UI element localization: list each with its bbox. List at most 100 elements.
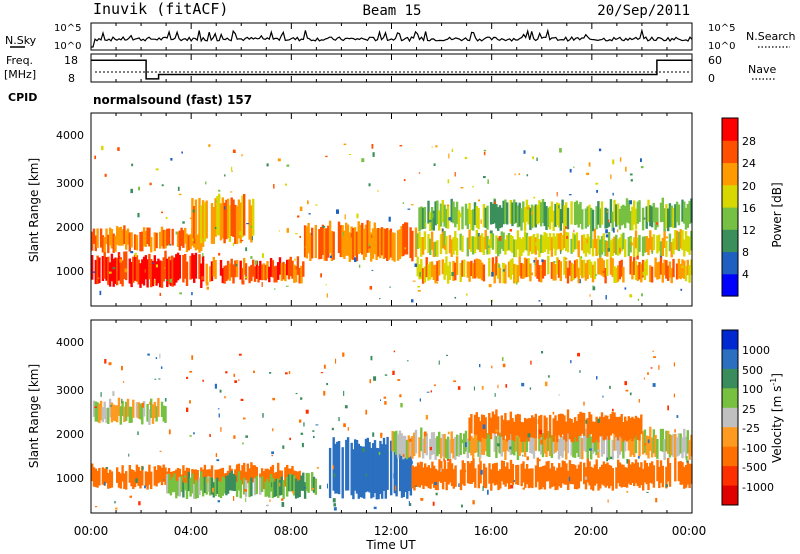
- vel-cells-speckle: [243, 417, 246, 420]
- vel-cells-cell: [616, 420, 620, 441]
- vel-cells-cell: [300, 475, 303, 491]
- vel-cells-cell: [679, 461, 682, 485]
- vel-cells-cell: [445, 468, 448, 491]
- nave-label: Nave: [748, 63, 776, 76]
- power-cells-speckle: [189, 217, 193, 219]
- vel-cells-cell: [474, 468, 477, 488]
- vel-cells-cell: [527, 418, 530, 442]
- vel-cells-speckle: [269, 499, 271, 502]
- power-cells-cell: [101, 235, 105, 253]
- power-cells-cell: [520, 263, 523, 279]
- vel-cells-cell: [473, 428, 477, 453]
- power-cells-cell: [105, 228, 108, 245]
- power-cells-cell: [629, 211, 632, 231]
- power-cells-speckle: [181, 151, 183, 154]
- vel-cells-cell: [438, 459, 441, 482]
- power-cbar-tick-8: 8: [742, 246, 749, 259]
- power-cells-cell: [445, 256, 448, 276]
- power-cells-speckle: [246, 223, 249, 225]
- power-cells-cell: [448, 261, 452, 280]
- vel-cells-cell: [659, 428, 663, 451]
- vel-cells-speckle: [577, 352, 580, 357]
- power-cells-cell: [590, 261, 593, 278]
- vel-cells-cell: [482, 435, 486, 456]
- vel-cells-cell: [634, 431, 638, 454]
- power-cells-cell: [359, 224, 362, 253]
- vel-cells-speckle: [332, 498, 336, 503]
- vel-cells-cell: [590, 436, 593, 460]
- power-cells-speckle: [636, 255, 639, 260]
- power-cells-speckle: [651, 250, 653, 254]
- power-cells-cell: [498, 267, 502, 284]
- power-cbar-swatch: [722, 273, 738, 297]
- power-cells-speckle: [478, 232, 480, 237]
- xaxis-label: Time UT: [365, 538, 416, 552]
- vel-cbar-tick-1000: 1000: [742, 344, 770, 357]
- vel-cells-cell: [447, 461, 450, 485]
- vel-cells-speckle: [453, 380, 457, 382]
- vel-cells-cell: [350, 442, 353, 496]
- power-cells-cell: [248, 199, 251, 240]
- power-cells-cell: [362, 228, 366, 261]
- vel-cells-cell: [146, 403, 149, 422]
- vel-cells-cell: [398, 430, 402, 455]
- power-cells-cell: [661, 263, 664, 283]
- power-cells-cell: [652, 234, 655, 251]
- vel-cells-cell: [579, 461, 582, 482]
- vel-cells-cell: [191, 473, 194, 494]
- power-cells-cell: [573, 234, 577, 250]
- power-cells-speckle: [371, 269, 374, 271]
- power-cells-speckle: [159, 292, 162, 296]
- vel-cells-cell: [182, 465, 185, 483]
- power-cells-cell: [484, 229, 487, 250]
- power-cells-cell: [178, 230, 181, 251]
- power-cells-cell: [575, 232, 579, 250]
- power-cells-cell: [615, 234, 618, 255]
- vel-cells-cell: [480, 434, 484, 455]
- power-cells-cell: [633, 200, 636, 225]
- vel-cells-speckle: [482, 486, 484, 491]
- power-data: [91, 143, 693, 303]
- vel-cells-speckle: [465, 442, 467, 448]
- power-cells-cell: [117, 252, 121, 281]
- velocity-cbar-label: Velocity [m s-1]: [769, 373, 784, 463]
- power-cells-speckle: [232, 149, 236, 153]
- power-cells-cell: [191, 227, 194, 246]
- power-cells-speckle: [478, 199, 480, 202]
- vel-cells-cell: [640, 414, 643, 435]
- vel-cells-cell: [529, 468, 532, 488]
- vel-cells-speckle: [323, 364, 326, 369]
- vel-cells-cell: [375, 447, 378, 500]
- vel-cells-cell: [479, 438, 482, 458]
- vel-cells-cell: [547, 460, 550, 482]
- vel-cells-cell: [101, 407, 105, 423]
- vel-cells-speckle: [540, 439, 543, 445]
- power-cells-cell: [541, 199, 545, 223]
- power-cells-cell: [573, 260, 577, 279]
- power-cells-cell: [522, 201, 525, 223]
- vel-cells-cell: [557, 439, 561, 460]
- power-cells-cell: [325, 228, 328, 261]
- vel-cells-cell: [459, 433, 462, 456]
- vel-cells-speckle: [186, 376, 189, 379]
- power-cells-cell: [103, 251, 106, 279]
- power-cells-speckle: [532, 156, 534, 160]
- nsky-label: N.Sky: [5, 34, 37, 47]
- vel-cells-cell: [473, 414, 477, 435]
- power-cells-cell: [418, 231, 421, 249]
- power-cells-speckle: [149, 182, 152, 186]
- vel-cells-cell: [472, 437, 475, 459]
- vel-cells-cell: [264, 481, 267, 497]
- power-cells-cell: [400, 226, 403, 257]
- velocity-ytick-3000: 3000: [56, 384, 84, 397]
- power-cells-speckle: [97, 277, 100, 279]
- power-cells-speckle: [177, 186, 180, 191]
- power-cells-cell: [525, 199, 529, 222]
- nsearch-label: N.Search: [746, 30, 796, 43]
- power-cells-cell: [656, 235, 659, 254]
- vel-cells-speckle: [406, 360, 409, 362]
- power-cells-cell: [194, 234, 198, 251]
- power-cells-cell: [663, 259, 666, 276]
- power-cells-cell: [289, 256, 292, 277]
- vel-cells-cell: [390, 440, 393, 496]
